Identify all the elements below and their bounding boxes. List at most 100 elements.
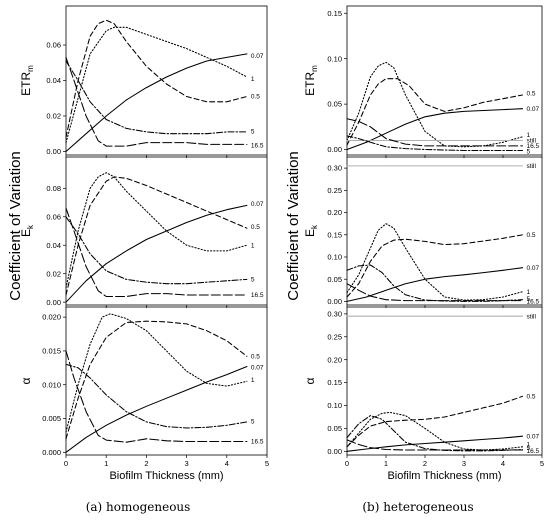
- series-line-5: [346, 135, 524, 152]
- x-tick-label: 0: [64, 459, 68, 468]
- y-axis-label-subscript: k: [310, 224, 319, 229]
- y-tick-label: 0.02: [46, 269, 61, 278]
- y-tick-label: 0.10: [327, 253, 342, 262]
- series-label-0-5: 0.5: [527, 90, 536, 97]
- y-tick-label: 0.30: [327, 164, 342, 173]
- series-label-1: 1: [251, 76, 255, 83]
- y-tick-label: 0.020: [42, 313, 61, 322]
- series-label-0-07: 0.07: [527, 433, 540, 440]
- plot-frame: [346, 156, 543, 306]
- chart-panel-right-2: 0.00 0.05 0.10 0.15 0.20 0.25 0.30 0 1 2 3 4 5 Biofil…: [303, 306, 544, 482]
- y-tick-label: 0.06: [46, 212, 61, 221]
- y-tick-label: 0.15: [327, 378, 342, 387]
- y-tick-label: 0.04: [46, 76, 61, 85]
- y-tick-label: 0.02: [46, 112, 61, 121]
- series-label-0-07: 0.07: [251, 364, 264, 371]
- x-tick-label: 0: [345, 459, 349, 468]
- plot-frame: [65, 156, 268, 306]
- chart-panel-right-1: 0.00 0.05 0.10 0.15 0.20 0.25 0.30 Ek still 0.5 1 0…: [303, 156, 543, 308]
- y-tick-label: 0.05: [327, 100, 342, 109]
- y-tick-label: 0.00: [327, 297, 342, 306]
- series-line-0-5: [65, 176, 248, 296]
- chart-panel-left-2: 0.000 0.005 0.010 0.015 0.020 0 1 2 3 4 5 Biofilm T…: [19, 306, 269, 482]
- plot-frame: [346, 306, 543, 456]
- y-tick-label: 0.25: [327, 332, 342, 341]
- x-axis-label: Biofilm Thickness (mm): [109, 470, 223, 482]
- series-line-0-5: [346, 234, 524, 298]
- series-line-5: [65, 216, 248, 285]
- y-tick-label: 0.20: [327, 208, 342, 217]
- x-tick-label: 3: [462, 459, 466, 468]
- series-label-16-5: 16.5: [527, 143, 540, 150]
- series-label-0-5: 0.5: [527, 394, 536, 401]
- y-tick-label: 0.25: [327, 186, 342, 195]
- series-line-0-5: [346, 78, 524, 146]
- series-line-5: [65, 60, 248, 135]
- x-axis-label: Biofilm Thickness (mm): [387, 470, 501, 482]
- y-axis-label: α: [19, 377, 33, 384]
- y-axis-label: α: [303, 377, 317, 384]
- series-label-5: 5: [527, 149, 531, 156]
- series-label-16-5: 16.5: [251, 142, 264, 149]
- y-tick-label: 0.15: [327, 9, 342, 18]
- x-tick-label: 1: [384, 459, 388, 468]
- series-line-16-5: [65, 350, 248, 443]
- y-axis-label-subscript: m: [26, 65, 35, 72]
- chart-panel-left-1: 0.00 0.02 0.04 0.06 0.08 Ek 0.07 0.5 1 5 16.5: [19, 156, 268, 308]
- series-line-5: [346, 264, 524, 302]
- y-axis-label: ETRm: [19, 65, 35, 96]
- x-tick-label: 5: [265, 459, 269, 468]
- series-line-5: [346, 415, 524, 452]
- y-tick-label: 0.04: [46, 241, 61, 250]
- plot-frame: [65, 306, 268, 456]
- series-line-16-5: [346, 118, 524, 147]
- series-label-still: still: [527, 138, 537, 145]
- series-line-0-07: [346, 267, 524, 302]
- plot-frame: [65, 5, 268, 156]
- series-line-1: [65, 26, 248, 144]
- left-shared-ylabel: Coefficient of Variation: [7, 151, 24, 301]
- caption-homogeneous: (a) homogeneous: [86, 500, 191, 514]
- series-line-0-07: [65, 204, 248, 303]
- series-line-0-5: [65, 320, 248, 440]
- series-label-0-07: 0.07: [251, 53, 264, 60]
- series-line-1: [346, 61, 524, 148]
- plot-frame: [346, 5, 543, 156]
- x-tick-label: 3: [185, 459, 189, 468]
- series-label-16-5: 16.5: [251, 292, 264, 299]
- x-tick-label: 2: [423, 459, 427, 468]
- series-line-16-5: [65, 207, 248, 298]
- series-label-16-5: 16.5: [527, 299, 540, 306]
- series-line-5: [65, 363, 248, 429]
- series-label-still: still: [527, 313, 537, 320]
- y-tick-label: 0.00: [327, 447, 342, 456]
- y-tick-label: 0.30: [327, 309, 342, 318]
- series-line-1: [65, 172, 248, 289]
- series-line-0-07: [346, 108, 524, 151]
- y-axis-label-main: E: [19, 229, 33, 237]
- y-tick-label: 0.015: [42, 347, 61, 356]
- y-tick-label: 0.05: [327, 275, 342, 284]
- x-tick-label: 1: [104, 459, 108, 468]
- series-label-5: 5: [527, 445, 531, 452]
- series-label-5: 5: [251, 128, 255, 135]
- x-tick-label: 4: [501, 459, 505, 468]
- y-axis-label-main: α: [19, 377, 33, 384]
- chart-panel-left-0: 0.00 0.02 0.04 0.06 ETRm 0.07 1 0.5 5 16.5: [19, 5, 268, 158]
- series-label-0-5: 0.5: [251, 224, 260, 231]
- series-label-5: 5: [251, 277, 255, 284]
- y-tick-label: 0.08: [46, 184, 61, 193]
- series-line-1: [65, 313, 248, 433]
- x-tick-label: 4: [225, 459, 229, 468]
- series-label-16-5: 16.5: [527, 448, 540, 455]
- series-line-16-5: [346, 439, 524, 451]
- x-tick-label: 2: [144, 459, 148, 468]
- y-tick-label: 0.00: [327, 145, 342, 154]
- series-label-0-07: 0.07: [527, 265, 540, 272]
- series-line-0-07: [65, 53, 248, 153]
- series-line-0-5: [65, 19, 248, 138]
- caption-heterogeneous: (b) heterogeneous: [362, 500, 473, 514]
- y-tick-label: 0.00: [46, 298, 61, 307]
